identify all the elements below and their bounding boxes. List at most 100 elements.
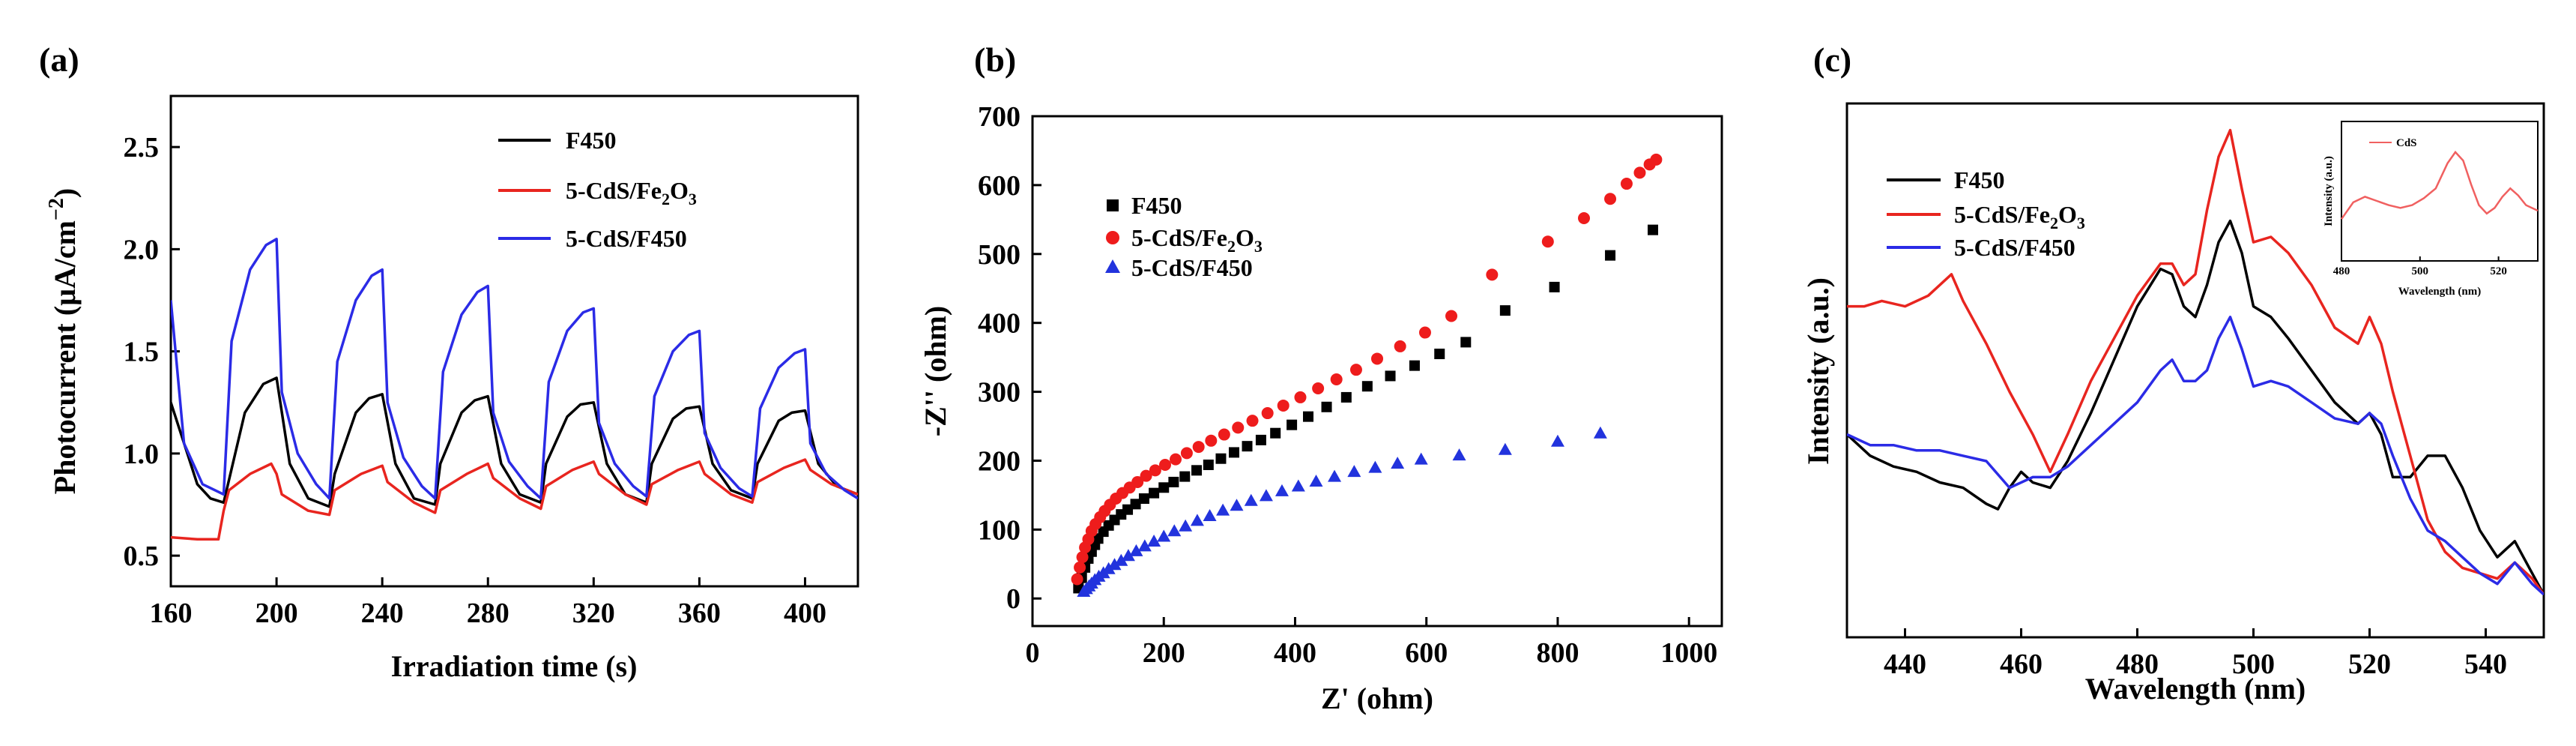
y-tick-label-600: 600	[978, 170, 1021, 202]
panel-b-ylabel: -Z'' (ohm)	[919, 306, 952, 436]
x-tick-label-160: 160	[150, 598, 193, 629]
panel-b-series	[1071, 153, 1663, 598]
point-5-cds-fe2o3	[1232, 421, 1245, 434]
point-f450	[1270, 427, 1281, 439]
legend-label-cds-f450: 5-CdS/F450	[1954, 234, 2075, 261]
panel-c-legend: F450 5-CdS/Fe2O3 5-CdS/F450	[1887, 166, 2085, 261]
panel-a: (a) 160 200 240 280 320 360 400 0.5 1.0 1.5 2.0 2.5…	[39, 40, 859, 683]
panel-c-series	[1847, 128, 2544, 596]
inset-legend-label: CdS	[2396, 137, 2417, 149]
point-5-cds-f450	[1291, 479, 1305, 492]
x-tick-label-500: 500	[2232, 649, 2275, 680]
y-tick-label-2-5: 2.5	[124, 132, 160, 163]
panel-c-plot-frame	[1845, 102, 2545, 639]
point-5-cds-fe2o3	[1445, 310, 1458, 322]
x-tick-label-280: 280	[467, 598, 510, 629]
inset-x-tick-label-500: 500	[2412, 265, 2429, 277]
point-f450	[1203, 459, 1214, 470]
y-tick-label-700: 700	[978, 101, 1021, 133]
panel-b-ticks: 0 200 400 600 800 1000 0 100 200 300 400 500 600 700	[978, 101, 1717, 669]
panel-c-ylabel: Intensity (a.u.)	[1801, 277, 1835, 465]
point-5-cds-f450	[1157, 529, 1171, 542]
point-5-cds-fe2o3	[1192, 441, 1205, 454]
legend-marker-cds-f450	[1105, 259, 1120, 273]
legend-label-cds-fe2o3: 5-CdS/Fe2O3	[566, 177, 697, 208]
y-tick-label-2-0: 2.0	[124, 234, 160, 265]
point-f450	[1228, 447, 1239, 458]
point-5-cds-f450	[1230, 499, 1244, 511]
point-5-cds-fe2o3	[1277, 399, 1289, 412]
point-f450	[1215, 453, 1227, 464]
point-5-cds-fe2o3	[1604, 193, 1617, 205]
point-5-cds-fe2o3	[1180, 447, 1193, 460]
point-5-cds-f450	[1216, 503, 1230, 516]
legend-label-cds-f450: 5-CdS/F450	[1131, 254, 1253, 281]
panel-c-inset: 480 500 520 CdS Wavelength (nm) Intensity …	[2323, 121, 2539, 298]
point-5-cds-fe2o3	[1131, 475, 1144, 488]
panel-a-series	[171, 238, 858, 541]
point-5-cds-fe2o3	[1486, 268, 1499, 281]
panel-a-label: (a)	[39, 40, 79, 79]
x-tick-label-320: 320	[572, 598, 615, 629]
inset-x-tick-label-520: 520	[2490, 265, 2507, 277]
point-5-cds-f450	[1121, 549, 1135, 562]
point-f450	[1149, 487, 1160, 499]
point-f450	[1138, 493, 1149, 504]
panel-a-ylabel: Photocurrent (μA/cm−2)	[45, 188, 82, 494]
panel-a-xlabel: Irradiation time (s)	[391, 649, 638, 683]
series-line-f450	[1847, 219, 2544, 595]
inset-x-tick-label-480: 480	[2333, 265, 2350, 277]
inset-xlabel: Wavelength (nm)	[2398, 286, 2481, 298]
x-tick-label-0: 0	[1026, 637, 1040, 669]
point-f450	[1385, 370, 1396, 382]
x-tick-label-540: 540	[2464, 649, 2507, 680]
legend-label-f450: F450	[1954, 166, 2005, 193]
x-tick-label-600: 600	[1405, 637, 1448, 669]
y-tick-label-400: 400	[978, 308, 1021, 340]
point-5-cds-fe2o3	[1650, 153, 1663, 166]
point-5-cds-fe2o3	[1349, 364, 1362, 376]
panel-a-ticks: 160 200 240 280 320 360 400 0.5 1.0 1.5 2.0 2.5	[124, 132, 826, 629]
point-5-cds-f450	[1137, 539, 1152, 552]
y-tick-label-0-5: 0.5	[124, 541, 160, 572]
point-f450	[1434, 349, 1445, 360]
point-5-cds-fe2o3	[1170, 453, 1182, 466]
x-tick-label-460: 460	[2000, 649, 2043, 680]
point-5-cds-f450	[1244, 493, 1258, 506]
point-5-cds-fe2o3	[1149, 464, 1161, 477]
point-5-cds-f450	[1498, 442, 1512, 455]
point-5-cds-fe2o3	[1578, 212, 1590, 224]
legend-label-cds-fe2o3: 5-CdS/Fe2O3	[1954, 201, 2085, 232]
point-5-cds-f450	[1147, 534, 1161, 547]
point-5-cds-fe2o3	[1218, 428, 1230, 441]
point-5-cds-fe2o3	[1076, 551, 1089, 564]
point-5-cds-f450	[1414, 452, 1428, 465]
y-tick-label-0: 0	[1006, 583, 1021, 615]
series-line-5-cds-fe2o3	[1847, 128, 2544, 596]
point-5-cds-fe2o3	[1246, 415, 1259, 427]
inset-frame	[2341, 121, 2539, 262]
panel-b-plot-frame	[1031, 115, 1723, 628]
point-5-cds-f450	[1190, 514, 1204, 526]
point-5-cds-f450	[1275, 484, 1289, 496]
point-5-cds-fe2o3	[1312, 382, 1325, 394]
x-tick-label-800: 800	[1536, 637, 1579, 669]
panel-b-xlabel: Z' (ohm)	[1321, 682, 1433, 715]
point-5-cds-f450	[1309, 475, 1323, 487]
inset-ticks: 480 500 520	[2333, 256, 2507, 277]
y-tick-label-1-5: 1.5	[124, 337, 160, 368]
panel-c-ticks: 440 460 480 500 520 540	[1884, 628, 2507, 680]
point-5-cds-fe2o3	[1418, 326, 1431, 339]
legend-label-cds-fe2o3: 5-CdS/Fe2O3	[1131, 224, 1263, 256]
point-5-cds-f450	[1593, 426, 1607, 439]
panel-a-plot-frame	[169, 94, 859, 588]
point-5-cds-fe2o3	[1074, 561, 1086, 574]
panel-a-legend: F450 5-CdS/Fe2O3 5-CdS/F450	[498, 127, 697, 252]
panel-b: (b) 0 200 400 600 800 1000 0 100 200 300 400 500 600…	[919, 40, 1723, 715]
point-f450	[1168, 476, 1179, 487]
y-tick-label-300: 300	[978, 377, 1021, 409]
point-5-cds-f450	[1179, 519, 1193, 532]
point-f450	[1605, 250, 1616, 261]
point-5-cds-fe2o3	[1205, 434, 1218, 447]
